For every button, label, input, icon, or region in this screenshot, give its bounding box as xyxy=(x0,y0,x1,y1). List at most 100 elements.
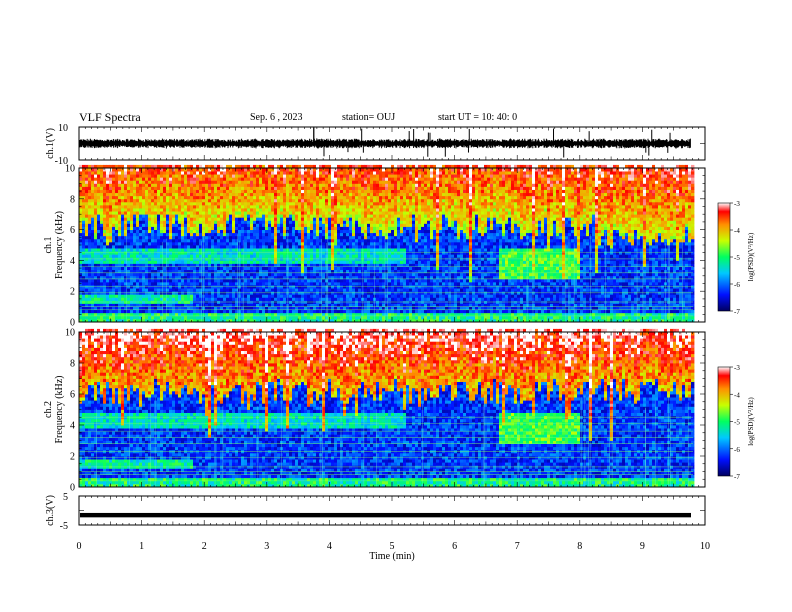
spectrogram-cell xyxy=(370,260,374,264)
spectrogram-cell xyxy=(199,294,203,298)
spectrogram-cell xyxy=(301,180,305,184)
spectrogram-cell xyxy=(304,180,308,184)
spectrogram-cell xyxy=(286,171,290,175)
spectrogram-cell xyxy=(163,260,167,264)
spectrogram-cell xyxy=(88,303,92,307)
spectrogram-cell xyxy=(145,241,149,246)
spectrogram-cell xyxy=(94,220,98,224)
spectrogram-cell xyxy=(133,306,137,311)
spectrogram-cell xyxy=(106,315,110,320)
spectrogram-cell xyxy=(121,177,125,181)
spectrogram-cell xyxy=(88,288,92,292)
spectrogram-cell xyxy=(298,186,302,190)
spectrogram-cell xyxy=(97,217,101,221)
spectrogram-cell xyxy=(274,269,278,274)
spectrogram-cell xyxy=(199,220,203,224)
spectrogram-cell xyxy=(172,306,176,311)
spectrogram-cell xyxy=(364,260,368,264)
spectrogram-cell xyxy=(349,281,353,286)
spectrogram-cell xyxy=(355,312,359,317)
spectrogram-cell xyxy=(319,168,323,172)
spectrogram-cell xyxy=(85,177,89,181)
spectrogram-cell xyxy=(100,183,104,187)
spectrogram-cell xyxy=(259,198,263,203)
spectrogram-cell xyxy=(214,278,218,283)
spectrogram-cell xyxy=(118,306,122,311)
spectrogram-cell xyxy=(331,180,335,184)
spectrogram-cell xyxy=(253,278,257,283)
spectrogram-cell xyxy=(226,315,230,320)
spectrogram-cell xyxy=(112,220,116,224)
spectrogram-cell xyxy=(121,229,125,234)
spectrogram-cell xyxy=(115,260,119,264)
spectrogram-cell xyxy=(268,226,272,230)
spectrogram-cell xyxy=(208,177,212,181)
spectrogram-cell xyxy=(190,174,194,178)
spectrogram-cell xyxy=(175,309,179,314)
spectrogram-cell xyxy=(109,217,113,221)
spectrogram-cell xyxy=(139,220,143,224)
spectrogram-cell xyxy=(265,174,269,178)
spectrogram-cell xyxy=(229,198,233,203)
spectrogram-cell xyxy=(112,294,116,298)
spectrogram-cell xyxy=(340,245,344,249)
spectrogram-cell xyxy=(118,223,122,227)
spectrogram-cell xyxy=(268,294,272,298)
spectrogram-cell xyxy=(298,278,302,283)
spectrogram-cell xyxy=(220,189,224,194)
spectrogram-cell xyxy=(349,186,353,190)
spectrogram-cell xyxy=(367,318,371,323)
spectrogram-cell xyxy=(106,229,110,234)
spectrogram-cell xyxy=(223,303,227,307)
spectrogram-cell xyxy=(271,214,275,218)
spectrogram-cell xyxy=(280,266,284,271)
spectrogram-cell xyxy=(184,177,188,181)
spectrogram-cell xyxy=(106,269,110,274)
spectrogram-cell xyxy=(295,281,299,286)
spectrogram-cell xyxy=(364,174,368,178)
spectrogram-cell xyxy=(109,229,113,234)
spectrogram-cell xyxy=(310,275,314,280)
spectrogram-cell xyxy=(289,208,293,212)
spectrogram-cell xyxy=(145,183,149,187)
spectrogram-cell xyxy=(268,164,272,169)
spectrogram-cell xyxy=(253,266,257,271)
spectrogram-cell xyxy=(157,312,161,317)
spectrogram-cell xyxy=(229,235,233,240)
spectrogram-cell xyxy=(226,217,230,221)
spectrogram-cell xyxy=(166,171,170,175)
spectrogram-cell xyxy=(133,189,137,194)
spectrogram-cell xyxy=(148,266,152,271)
spectrogram-cell xyxy=(175,275,179,280)
spectrogram-cell xyxy=(256,272,260,277)
spectrogram-cell xyxy=(139,269,143,274)
spectrogram-cell xyxy=(307,204,311,209)
spectrogram-cell xyxy=(214,235,218,240)
spectrogram-cell xyxy=(304,263,308,267)
spectrogram-cell xyxy=(103,198,107,203)
spectrogram-cell xyxy=(268,183,272,187)
spectrogram-cell xyxy=(316,281,320,286)
spectrogram-cell xyxy=(118,211,122,215)
spectrogram-cell xyxy=(103,281,107,286)
spectrogram-cell xyxy=(88,171,92,175)
spectrogram-cell xyxy=(166,189,170,194)
spectrogram-cell xyxy=(82,232,86,237)
spectrogram-cell xyxy=(268,318,272,323)
spectrogram-cell xyxy=(310,214,314,218)
spectrogram-cell xyxy=(301,272,305,277)
spectrogram-cell xyxy=(349,278,353,283)
spectrogram-cell xyxy=(106,204,110,209)
spectrogram-cell xyxy=(265,201,269,206)
spectrogram-cell xyxy=(307,278,311,283)
spectrogram-cell xyxy=(154,189,158,194)
spectrogram-cell xyxy=(151,288,155,292)
spectrogram-cell xyxy=(271,201,275,206)
spectrogram-cell xyxy=(85,288,89,292)
spectrogram-cell xyxy=(349,198,353,203)
spectrogram-cell xyxy=(313,177,317,181)
spectrogram-cell xyxy=(184,241,188,246)
spectrogram-cell xyxy=(97,223,101,227)
spectrogram-cell xyxy=(328,312,332,317)
spectrogram-cell xyxy=(328,198,332,203)
